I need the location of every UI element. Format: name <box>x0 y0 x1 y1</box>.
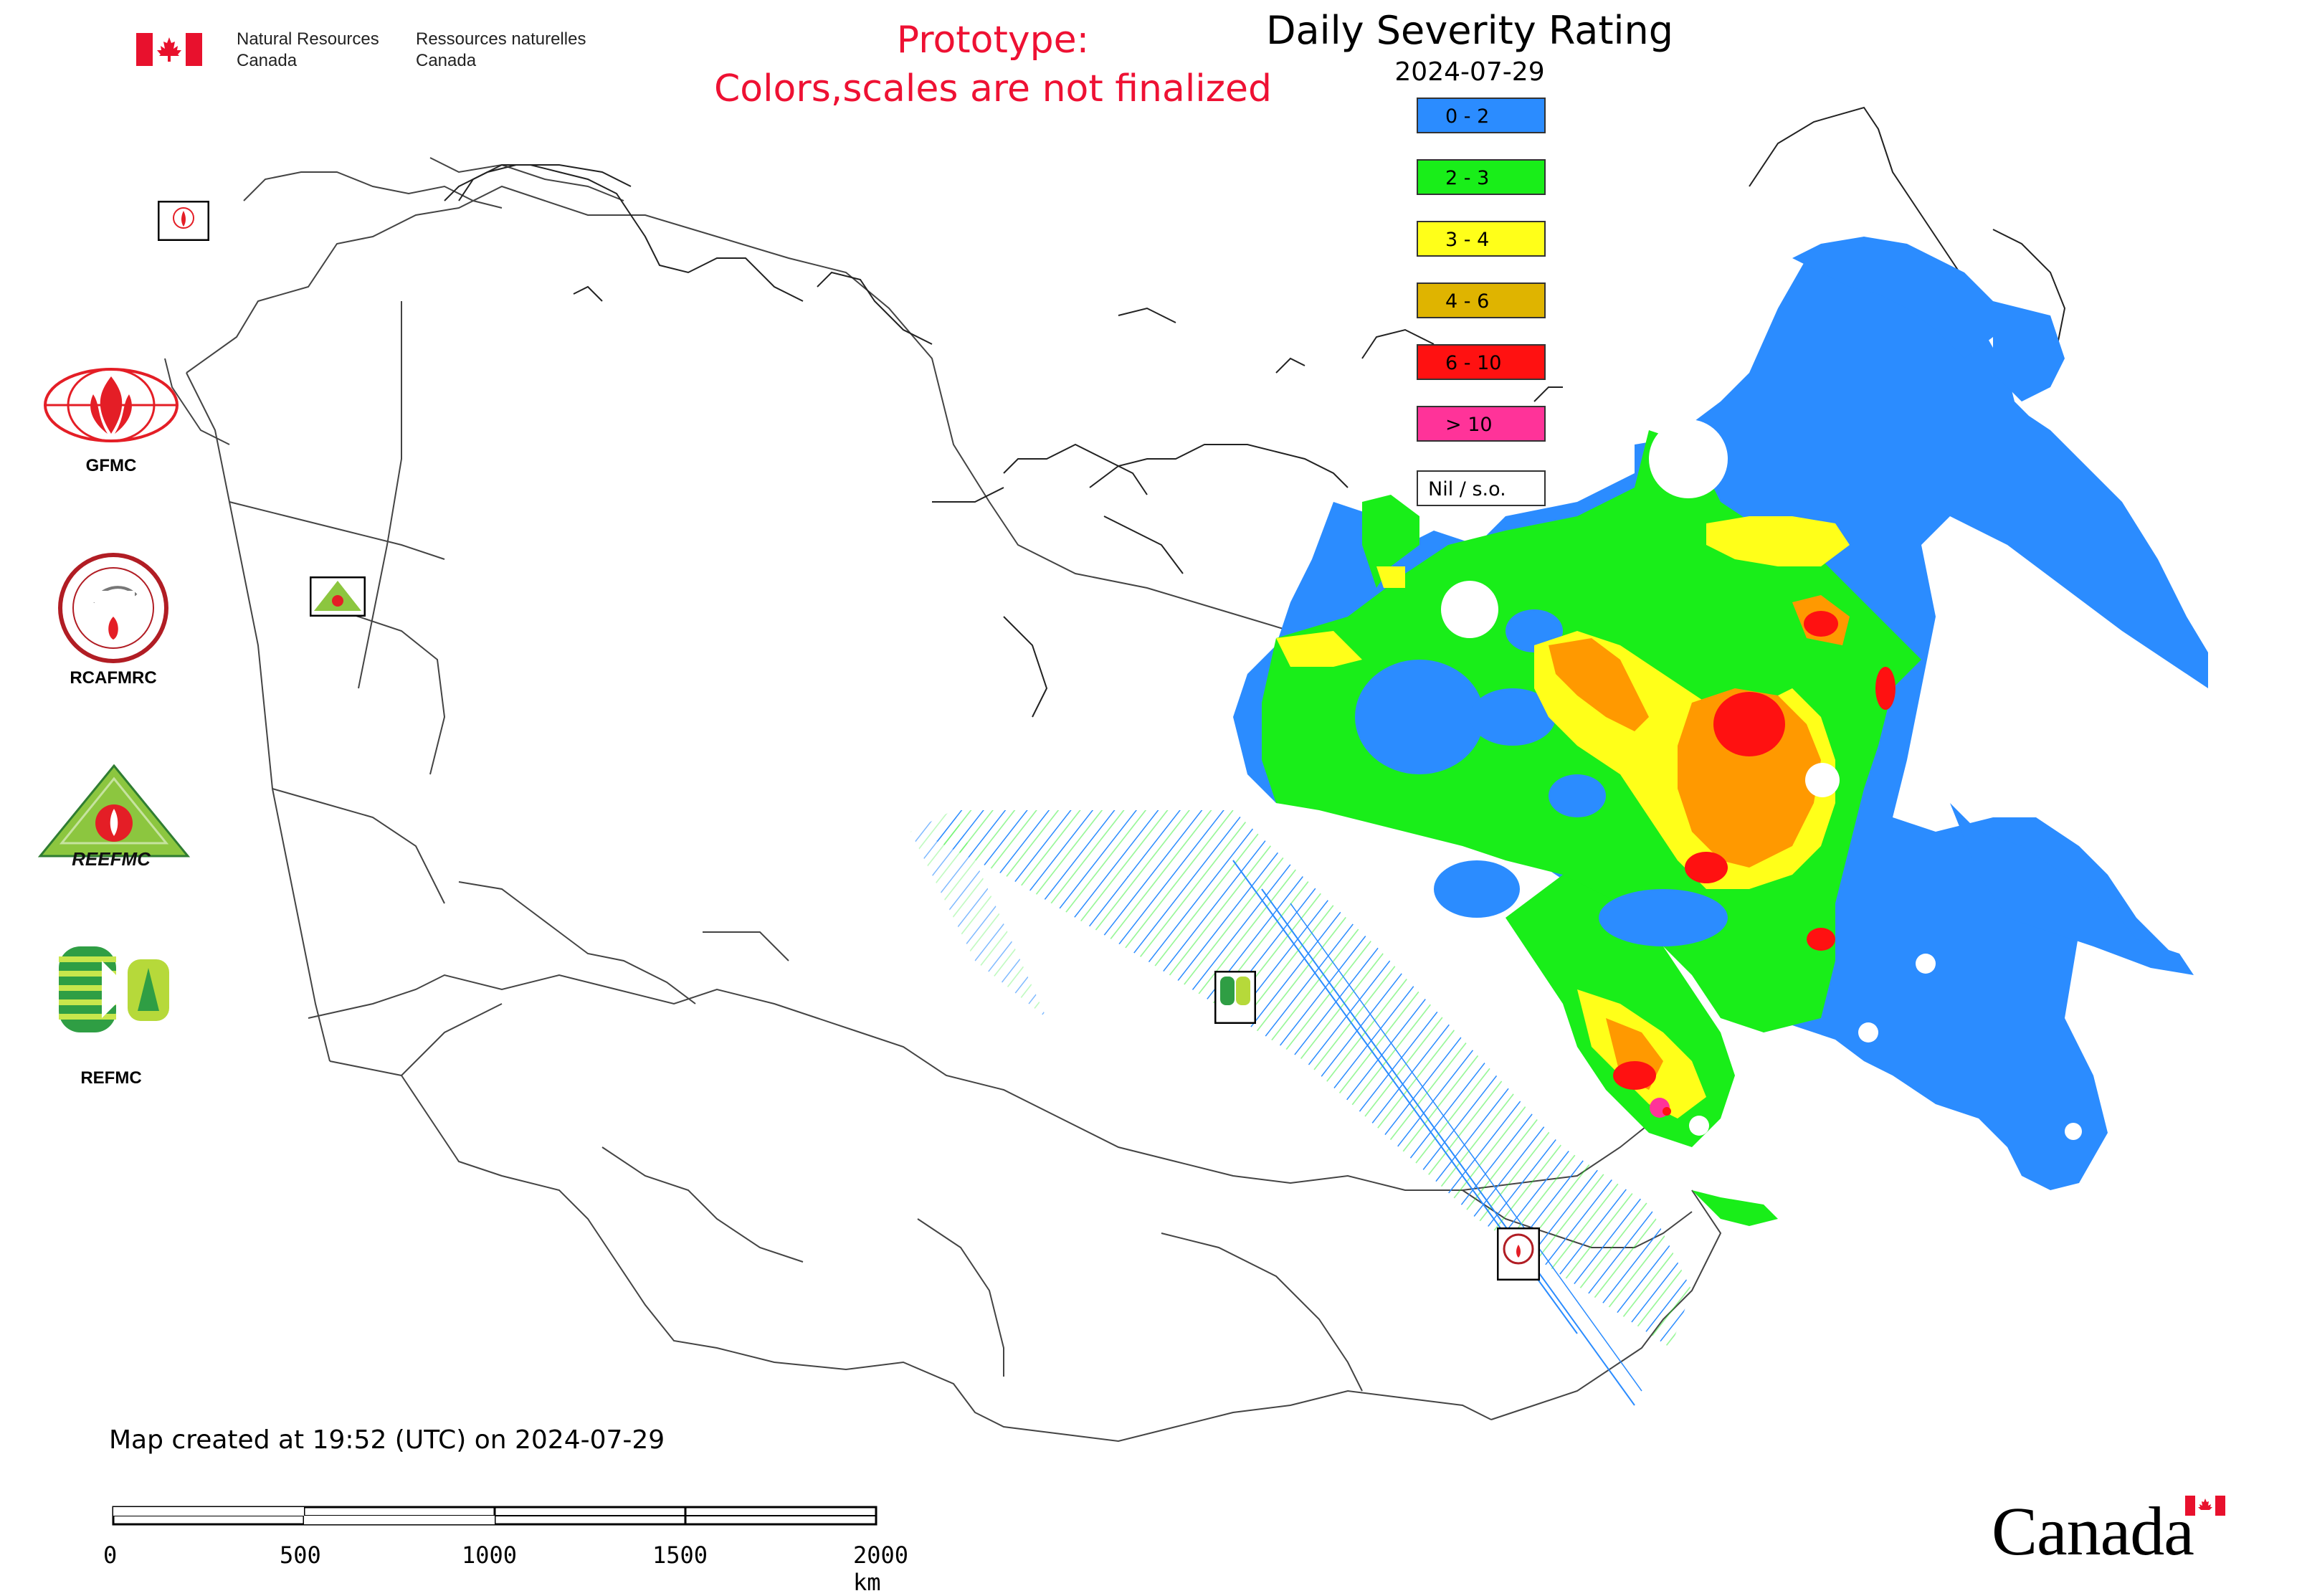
title-block: Daily Severity Rating 2024-07-29 <box>1262 6 1678 89</box>
reefmc-badge-label: REEFMC <box>72 848 151 870</box>
rcafmrc-label: RCAFMRC <box>70 668 157 688</box>
legend-item: 0 - 2 <box>1417 98 1546 133</box>
coastlines <box>444 106 2066 718</box>
legend-item: 6 - 10 <box>1417 344 1546 380</box>
canada-wordmark: Canada <box>1992 1493 2194 1569</box>
scale-tick-1000: 1000 <box>462 1542 518 1569</box>
legend-item: 4 - 6 <box>1417 282 1546 318</box>
nrcan-signature: Natural Resources Canada Ressources natu… <box>136 29 609 73</box>
legend-item: Nil / s.o. <box>1417 470 1546 506</box>
reefmc-logo <box>37 764 191 858</box>
prototype-notice: Prototype: Colors,scales are not finaliz… <box>631 16 1355 113</box>
map-created-note: Map created at 19:52 (UTC) on 2024-07-29 <box>109 1425 665 1455</box>
wordmark-flag-icon <box>2185 1496 2225 1516</box>
refmc-label: REFMC <box>80 1068 142 1088</box>
scale-tick-2000: 2000 km <box>853 1542 909 1596</box>
scale-tick-1500: 1500 <box>652 1542 708 1569</box>
rcafmrc-map-marker <box>1497 1227 1540 1281</box>
legend-item: 3 - 4 <box>1417 221 1546 257</box>
prototype-line1: Prototype: <box>896 19 1090 62</box>
org-en-line2: Canada <box>237 51 298 70</box>
org-name-fr: Ressources naturelles Canada <box>416 29 586 72</box>
org-fr-line1: Ressources naturelles <box>416 29 586 49</box>
org-fr-line2: Canada <box>416 51 477 70</box>
org-name-en: Natural Resources Canada <box>237 29 379 72</box>
scale-bar: 0 500 1000 1500 2000 km <box>103 1501 908 1596</box>
canada-flag-icon <box>136 33 202 66</box>
legend-item: 2 - 3 <box>1417 159 1546 195</box>
prototype-line2: Colors,scales are not finalized <box>713 67 1273 110</box>
map-date: 2024-07-29 <box>1394 57 1545 87</box>
reefmc-map-marker <box>310 576 366 617</box>
scale-bar-graphic <box>112 1506 877 1526</box>
scale-tick-0: 0 <box>103 1542 118 1569</box>
rcafmrc-logo <box>58 553 168 663</box>
legend-item: > 10 <box>1417 406 1546 442</box>
org-en-line1: Natural Resources <box>237 29 379 49</box>
gfmc-label: GFMC <box>85 456 137 475</box>
refmc-logo <box>59 946 169 1032</box>
gfmc-map-marker <box>158 201 209 241</box>
gfmc-logo <box>44 368 179 442</box>
refmc-map-marker <box>1214 971 1256 1024</box>
map-title: Daily Severity Rating <box>1265 8 1674 53</box>
severity-raster <box>910 237 2208 1406</box>
scale-tick-500: 500 <box>280 1542 321 1569</box>
